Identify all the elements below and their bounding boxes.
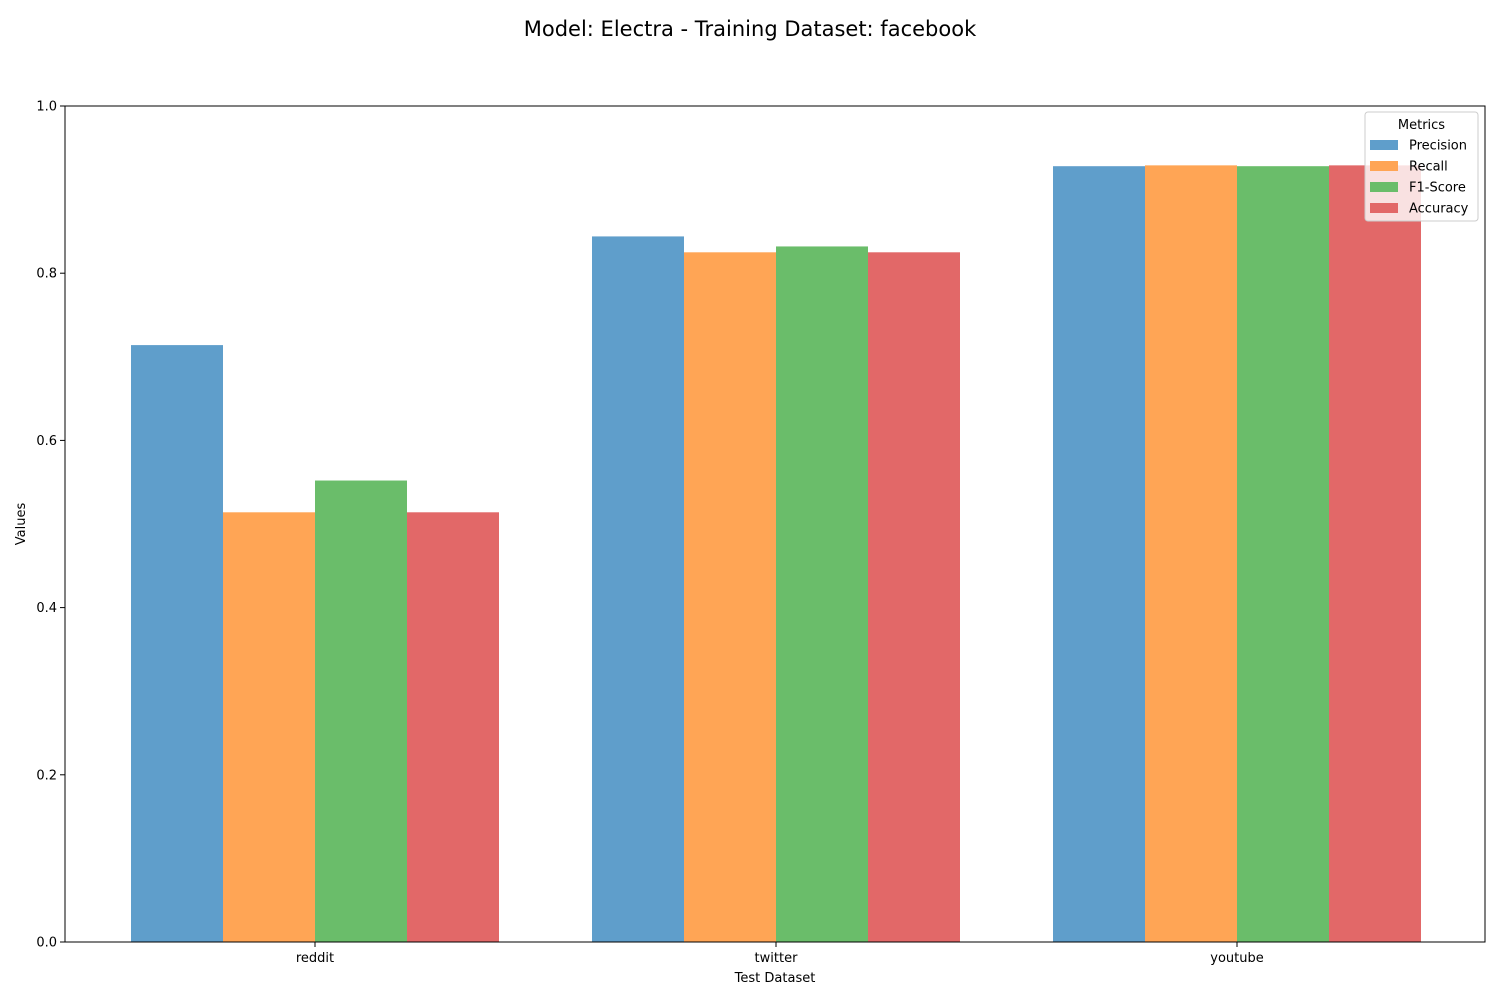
bar-accuracy-reddit (407, 512, 499, 942)
legend-title: Metrics (1398, 118, 1445, 133)
chart-title: Model: Electra - Training Dataset: faceb… (524, 17, 977, 41)
y-axis: 0.0 0.2 0.4 0.6 0.8 1.0 (36, 100, 65, 951)
legend-swatch-recall (1370, 161, 1398, 171)
legend-label-recall: Recall (1409, 160, 1448, 175)
bar-accuracy-youtube (1329, 165, 1421, 942)
legend-box (1364, 111, 1479, 222)
y-tick-label: 0.4 (36, 601, 57, 616)
x-tick-label-youtube: youtube (1210, 951, 1263, 966)
legend-swatch-accuracy (1370, 203, 1398, 213)
y-tick-label: 0.0 (36, 936, 57, 951)
y-tick-label: 0.2 (36, 768, 57, 783)
y-tick-label: 0.8 (36, 267, 57, 282)
legend: Metrics Precision Recall F1-Score Accuracy (1364, 111, 1479, 222)
plot-frame (64, 105, 1486, 943)
bar-f1-score-twitter (776, 246, 868, 942)
x-axis-label: Test Dataset (734, 971, 816, 986)
bar-precision-youtube (1053, 166, 1145, 942)
legend-label-f1-score: F1-Score (1409, 181, 1466, 196)
y-axis-label: Values (14, 503, 29, 546)
bar-recall-twitter (684, 252, 776, 943)
legend-label-precision: Precision (1409, 139, 1467, 154)
bar-recall-reddit (223, 512, 315, 942)
legend-label-accuracy: Accuracy (1409, 202, 1469, 217)
bars-group (131, 165, 1421, 943)
x-axis: reddit twitter youtube (296, 942, 1264, 966)
bar-f1-score-reddit (315, 480, 407, 942)
y-tick-label: 1.0 (36, 100, 57, 115)
x-tick-label-reddit: reddit (296, 951, 334, 966)
y-tick-label: 0.6 (36, 434, 57, 449)
bar-precision-reddit (131, 345, 223, 942)
bar-f1-score-youtube (1237, 166, 1329, 942)
bar-accuracy-twitter (868, 252, 960, 943)
bar-precision-twitter (592, 236, 684, 942)
legend-swatch-precision (1370, 140, 1398, 150)
bar-recall-youtube (1145, 165, 1237, 942)
x-tick-label-twitter: twitter (755, 951, 799, 966)
legend-swatch-f1-score (1370, 182, 1398, 192)
